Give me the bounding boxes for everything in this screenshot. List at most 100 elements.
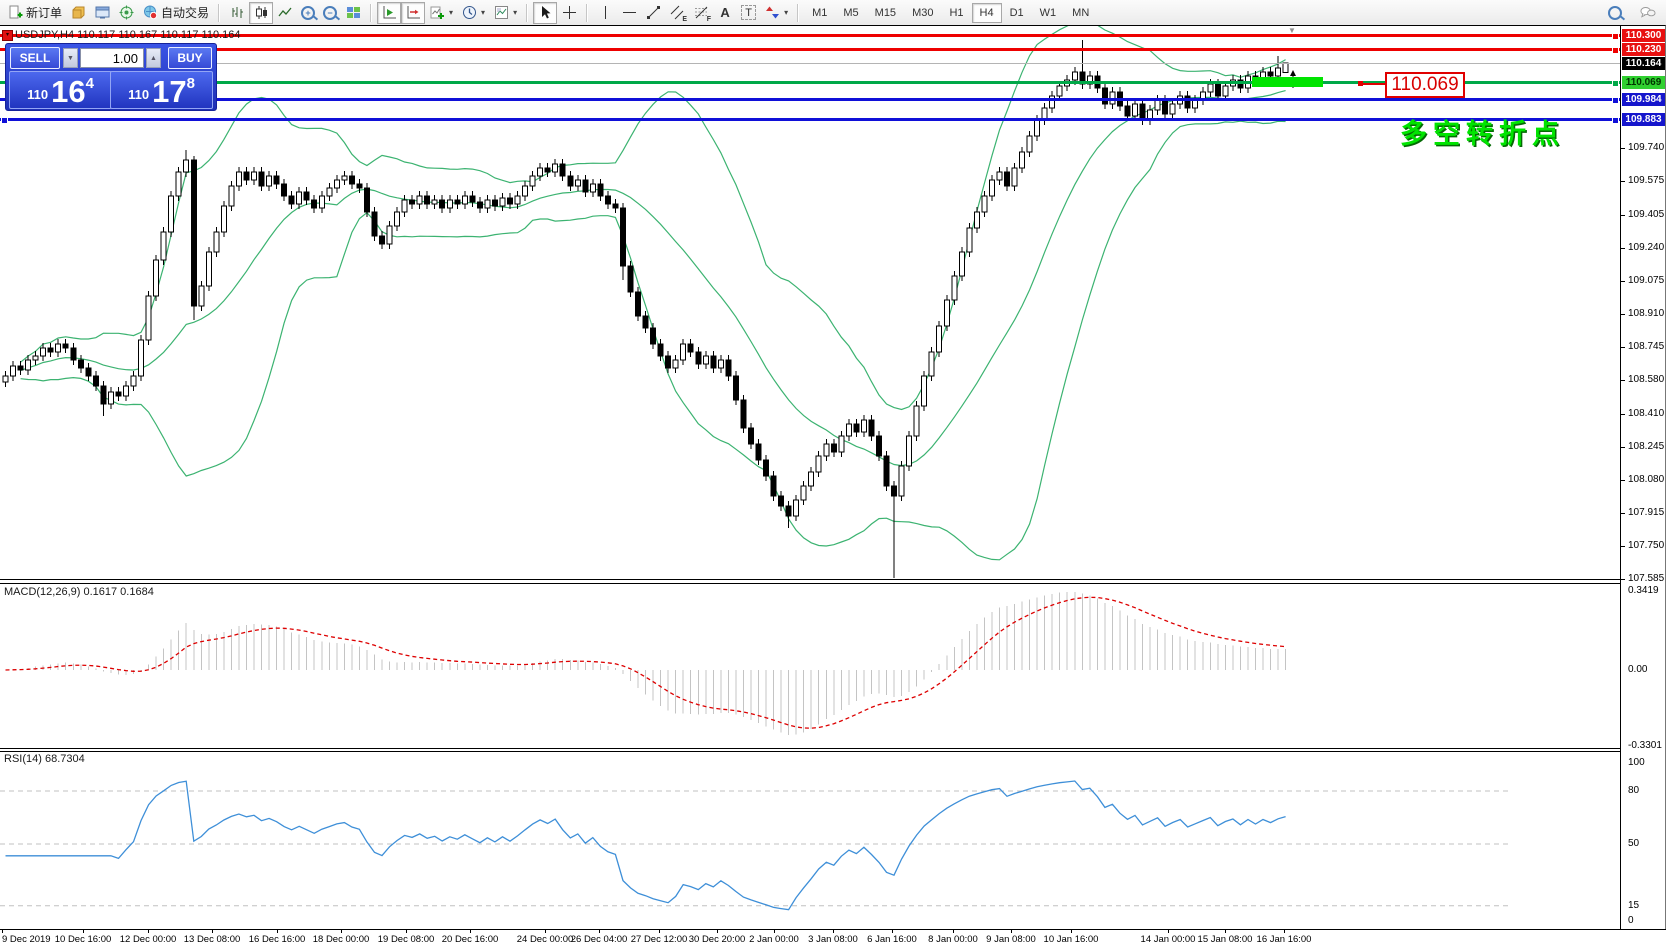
sell-button[interactable]: SELL xyxy=(10,47,60,69)
sell-price-button[interactable]: 110 16 4 xyxy=(9,71,112,109)
y-axis-tick-mark xyxy=(1621,379,1625,381)
buy-price-sup: 8 xyxy=(186,75,195,92)
x-axis-tick-mark xyxy=(1225,930,1226,933)
tile-windows-button[interactable] xyxy=(341,2,365,24)
rsi-axis-label: 0 xyxy=(1628,915,1634,926)
timeframe-w1[interactable]: W1 xyxy=(1039,6,1057,19)
indicators-icon xyxy=(429,5,445,21)
bar-chart-icon xyxy=(229,5,245,21)
rsi-line xyxy=(5,780,1286,911)
navigator-button[interactable] xyxy=(114,2,138,24)
main-price-pane xyxy=(2,26,1296,578)
x-axis-label: 18 Dec 00:00 xyxy=(312,934,370,945)
horizontal-line-button[interactable] xyxy=(617,2,641,24)
x-axis-tick-mark xyxy=(1071,930,1072,933)
macd-histogram xyxy=(12,592,1287,735)
fibonacci-sub-f: F xyxy=(706,15,712,23)
zoom-in-button[interactable]: + xyxy=(297,2,319,24)
x-axis-label: 16 Jan 16:00 xyxy=(1256,934,1312,945)
cursor-button[interactable] xyxy=(533,1,558,24)
toolbar-separator xyxy=(370,3,373,22)
pane-separator[interactable] xyxy=(0,748,1620,749)
rsi-axis-label: 100 xyxy=(1628,757,1645,768)
timeframe-h4[interactable]: H4 xyxy=(971,2,1002,23)
text-label-button[interactable]: T xyxy=(737,2,760,24)
timeframe-h1[interactable]: H1 xyxy=(949,6,964,19)
hline-109.984 xyxy=(0,97,1620,101)
price-callout-label: 110.069 xyxy=(1385,72,1465,98)
price-axis[interactable]: 110.300 110.230 110.164 110.069 109.984 109.8… xyxy=(1620,26,1665,929)
time-axis[interactable]: 9 Dec 2019 10 Dec 16:00 12 Dec 00:00 13 Dec… xyxy=(0,929,1666,949)
vertical-line-button[interactable] xyxy=(593,2,617,24)
new-order-icon xyxy=(7,5,23,21)
periods-caret-icon: ▾ xyxy=(481,8,486,17)
line-chart-button[interactable] xyxy=(273,2,297,24)
line-handle[interactable] xyxy=(1,116,8,124)
auto-scroll-button[interactable] xyxy=(377,1,402,24)
channel-sub-e: E xyxy=(682,15,688,23)
line-anchor xyxy=(1612,96,1619,104)
buy-price-big: 17 xyxy=(152,74,187,109)
pane-separator[interactable] xyxy=(0,579,1620,580)
buy-button[interactable]: BUY xyxy=(168,47,212,69)
volume-input[interactable] xyxy=(80,48,144,68)
search-button[interactable] xyxy=(1604,2,1626,24)
fibonacci-button[interactable]: F xyxy=(689,2,713,24)
x-axis-label: 24 Dec 00:00 xyxy=(516,934,574,945)
price-badge-110.300: 110.300 xyxy=(1622,29,1665,43)
x-axis-label: 19 Dec 08:00 xyxy=(377,934,435,945)
y-axis-tick: 109.740 xyxy=(1628,141,1665,153)
toolbar: 新订单 自动交易 + − xyxy=(0,0,1666,25)
volume-increase-button[interactable]: ▲ xyxy=(146,48,161,68)
hline-109.883 xyxy=(0,117,1620,121)
crosshair-button[interactable] xyxy=(557,2,581,24)
zoom-out-button[interactable]: − xyxy=(319,2,341,24)
candlestick-chart-button[interactable] xyxy=(249,1,274,24)
equidistant-channel-button[interactable]: E xyxy=(665,2,689,24)
y-axis-tick: 108.910 xyxy=(1628,307,1665,319)
timeframe-m1[interactable]: M1 xyxy=(812,6,828,19)
community-chat-button[interactable] xyxy=(1636,2,1660,24)
candlestick-chart-icon xyxy=(253,5,269,21)
timeframe-mn[interactable]: MN xyxy=(1072,6,1090,19)
trendline-button[interactable] xyxy=(641,2,665,24)
text-button[interactable]: A xyxy=(713,2,737,24)
periods-button[interactable]: ▾ xyxy=(457,2,489,24)
autotrading-button[interactable]: 自动交易 xyxy=(138,2,213,24)
market-watch-icon xyxy=(70,5,86,21)
pane-separator[interactable] xyxy=(0,751,1620,752)
x-axis-tick-mark xyxy=(545,930,546,933)
timeframe-d1[interactable]: D1 xyxy=(1009,6,1024,19)
chat-bubbles-icon xyxy=(1640,5,1656,21)
y-axis-tick-mark xyxy=(1621,446,1625,448)
data-window-button[interactable] xyxy=(90,2,114,24)
x-axis-tick-mark xyxy=(406,930,407,933)
one-click-panel-toggle[interactable]: ▾ xyxy=(2,30,13,41)
bar-chart-button[interactable] xyxy=(225,2,249,24)
market-watch-button[interactable] xyxy=(66,2,90,24)
text-label-icon: T xyxy=(741,5,757,20)
timeframe-m15[interactable]: M15 xyxy=(874,6,897,19)
x-axis-label: 30 Dec 20:00 xyxy=(688,934,746,945)
volume-decrease-button[interactable]: ▼ xyxy=(63,48,78,68)
chart-shift-button[interactable] xyxy=(401,1,426,24)
timeframe-m30[interactable]: M30 xyxy=(912,6,934,19)
rsi-axis-label: 15 xyxy=(1628,899,1640,911)
line-anchor xyxy=(1612,116,1619,124)
buy-price-button[interactable]: 110 17 8 xyxy=(110,71,213,109)
pane-separator[interactable] xyxy=(0,583,1620,584)
x-axis-tick-mark xyxy=(659,930,660,933)
chart-shift-marker: ▼ xyxy=(1288,26,1296,35)
y-axis-tick-mark xyxy=(1621,147,1625,149)
autotrading-icon xyxy=(142,5,158,21)
templates-button[interactable]: ▾ xyxy=(489,2,521,24)
arrows-button[interactable]: ▾ xyxy=(760,2,792,24)
chart-title: USDJPY,H4 110.117 110.167 110.117 110.16… xyxy=(15,29,241,41)
macd-axis-label: 0.00 xyxy=(1628,664,1648,675)
new-order-button[interactable]: 新订单 xyxy=(3,2,66,24)
indicators-button[interactable]: ▾ xyxy=(425,2,457,24)
timeframe-m5[interactable]: M5 xyxy=(843,6,859,19)
x-axis-tick-mark xyxy=(83,930,84,933)
trendline-icon xyxy=(645,5,661,21)
auto-scroll-icon xyxy=(381,5,397,21)
